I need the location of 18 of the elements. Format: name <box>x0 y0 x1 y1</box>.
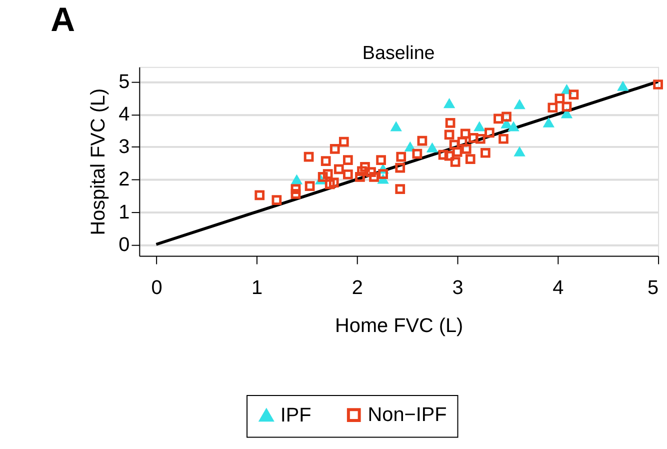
y-axis-title: Hospital FVC (L) <box>88 88 110 236</box>
y-tick-label: 4 <box>118 104 130 126</box>
x-tick-label: 4 <box>552 277 564 300</box>
text: A <box>50 1 75 40</box>
x-tick-label: 2 <box>352 277 363 300</box>
y-tick-label: 5 <box>118 71 130 94</box>
x-tick-label: 3 <box>452 277 464 300</box>
y-tick-label: 1 <box>118 201 130 224</box>
x-tick-label: 1 <box>252 277 263 300</box>
x-tick-label: 0 <box>151 277 162 300</box>
y-tick-label: 2 <box>118 168 130 191</box>
legend-label: Non−IPF <box>368 404 447 426</box>
x-axis-title: Home FVC (L) <box>335 314 464 337</box>
chart-title: Baseline <box>362 42 435 64</box>
x-tick-label: 5 <box>647 277 659 300</box>
y-tick-label: 3 <box>118 136 130 158</box>
y-tick-label: 0 <box>118 234 130 256</box>
legend-label: IPF <box>280 404 312 426</box>
